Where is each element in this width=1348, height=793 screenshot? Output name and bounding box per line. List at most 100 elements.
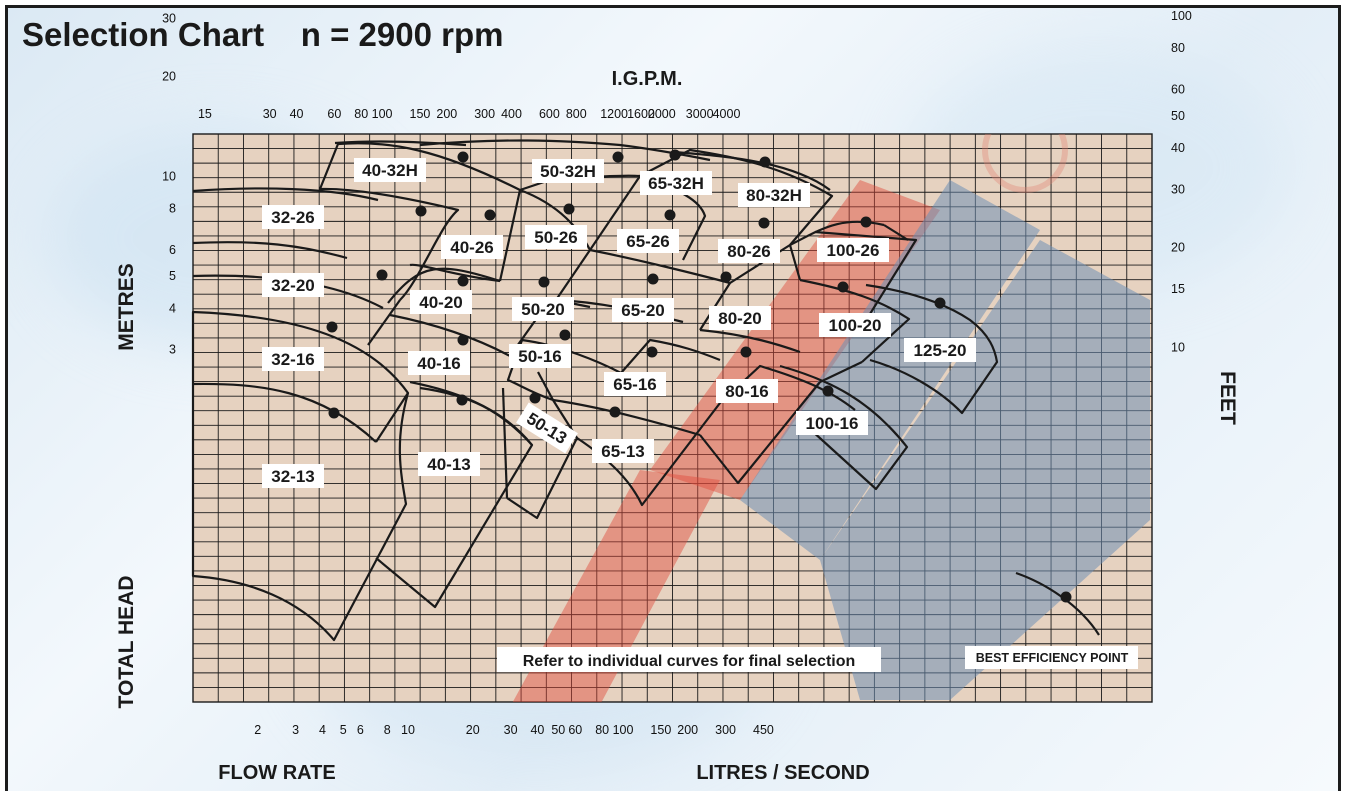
note-box-bg — [497, 647, 881, 672]
model-label-text: 80-26 — [727, 242, 770, 261]
tick-label: 15 — [198, 107, 212, 121]
tick-label: 600 — [539, 107, 560, 121]
legend-bep-dot — [1060, 591, 1072, 603]
performance-curve — [191, 310, 410, 642]
bep-dot — [720, 271, 732, 283]
tick-label: 30 — [162, 11, 176, 25]
model-label-bg — [604, 372, 666, 396]
model-label-bg — [640, 171, 712, 195]
bep-dot — [837, 281, 849, 293]
model-label-text: 40-20 — [419, 293, 462, 312]
model-label-100-16: 100-16 — [796, 411, 868, 435]
model-label-text: 40-16 — [417, 354, 460, 373]
performance-curve — [814, 230, 918, 331]
performance-curve — [788, 244, 802, 281]
tick-label: 80 — [595, 723, 609, 737]
igpm-axis-title: I.G.P.M. — [612, 68, 683, 90]
model-label-bg — [408, 351, 470, 375]
total-head-label: TOTAL HEAD — [115, 575, 138, 708]
performance-curve — [501, 387, 509, 499]
tick-label: 100 — [613, 723, 634, 737]
model-label-text: 50-26 — [534, 228, 577, 247]
model-label-bg — [509, 344, 571, 368]
legend-bg — [965, 646, 1138, 669]
model-label-text: 65-20 — [621, 301, 664, 320]
performance-curve — [192, 382, 377, 443]
note-box: Refer to individual curves for final sel… — [497, 647, 881, 672]
watermark-stripe — [512, 470, 720, 702]
tick-label: 30 — [504, 723, 518, 737]
model-label-125-20: 125-20 — [904, 338, 976, 362]
model-label-50-32H: 50-32H — [532, 159, 604, 183]
tick-label: 2 — [254, 723, 261, 737]
chart-title: Selection Chart n = 2900 rpm — [22, 16, 503, 54]
model-label-bg — [796, 411, 868, 435]
model-label-text: 32-20 — [271, 276, 314, 295]
performance-curve — [819, 361, 863, 383]
model-label-bg — [354, 158, 426, 182]
performance-curve — [498, 189, 522, 282]
tick-label: 300 — [474, 107, 495, 121]
tick-label: 1200 — [600, 107, 628, 121]
model-label-bg — [738, 183, 810, 207]
model-label-bg — [516, 402, 578, 454]
model-label-text: 32-16 — [271, 350, 314, 369]
note-text: Refer to individual curves for final sel… — [523, 653, 856, 670]
model-label-bg — [525, 225, 587, 249]
model-label-40-32H: 40-32H — [354, 158, 426, 182]
model-label-bg — [592, 439, 654, 463]
tick-label: 50 — [1171, 109, 1185, 123]
bep-dot — [860, 216, 872, 228]
bep-dot — [538, 276, 550, 288]
performance-curve — [865, 283, 999, 415]
performance-curve — [719, 364, 856, 411]
tick-label: 800 — [566, 107, 587, 121]
model-label-bg — [410, 290, 472, 314]
bep-dot — [457, 334, 469, 346]
model-label-text: 100-26 — [827, 241, 880, 260]
tick-label: 20 — [162, 70, 176, 84]
tick-label: 30 — [263, 107, 277, 121]
model-label-80-32H: 80-32H — [738, 183, 810, 207]
performance-curve — [318, 142, 521, 301]
tick-label: 6 — [169, 243, 176, 257]
model-label-65-20: 65-20 — [612, 298, 674, 322]
watermark-logo — [512, 134, 1150, 702]
watermark-stripe — [740, 180, 1040, 560]
model-label-text: 32-13 — [271, 467, 314, 486]
bep-dot — [326, 321, 338, 333]
performance-curve — [699, 381, 821, 485]
legend-text: BEST EFFICIENCY POINT — [976, 651, 1129, 665]
tick-label: 4000 — [713, 107, 741, 121]
bep-dot — [457, 275, 469, 287]
tick-label: 5 — [169, 269, 176, 283]
model-label-bg — [262, 273, 324, 297]
best-efficiency-points — [326, 149, 946, 419]
model-label-40-26: 40-26 — [441, 235, 503, 259]
model-label-32-16: 32-16 — [262, 347, 324, 371]
model-label-32-13: 32-13 — [262, 464, 324, 488]
model-labels: 32-13 32-16 32-20 32-26 40-13 40-16 40-20 40-26… — [262, 158, 976, 488]
bep-dot — [529, 392, 541, 404]
tick-label: 1600 — [627, 107, 655, 121]
y2-axis-title: FEET — [1216, 371, 1239, 425]
performance-curve — [192, 187, 379, 202]
model-label-text: 125-20 — [914, 341, 967, 360]
y-axis-title: METRES — [115, 263, 138, 351]
watermark-circle — [982, 134, 1068, 193]
tick-label: 80 — [1171, 41, 1185, 55]
model-label-50-16: 50-16 — [509, 344, 571, 368]
tick-label: 8 — [384, 723, 391, 737]
model-label-bg — [904, 338, 976, 362]
model-label-bg — [418, 452, 480, 476]
bep-dot — [376, 269, 388, 281]
model-label-40-16: 40-16 — [408, 351, 470, 375]
model-label-text: 50-20 — [521, 300, 564, 319]
bep-dot — [559, 329, 571, 341]
performance-curve — [409, 380, 533, 446]
bep-dot — [822, 385, 834, 397]
tick-label: 50 — [551, 723, 565, 737]
model-label-65-16: 65-16 — [604, 372, 666, 396]
tick-label: 60 — [568, 723, 582, 737]
